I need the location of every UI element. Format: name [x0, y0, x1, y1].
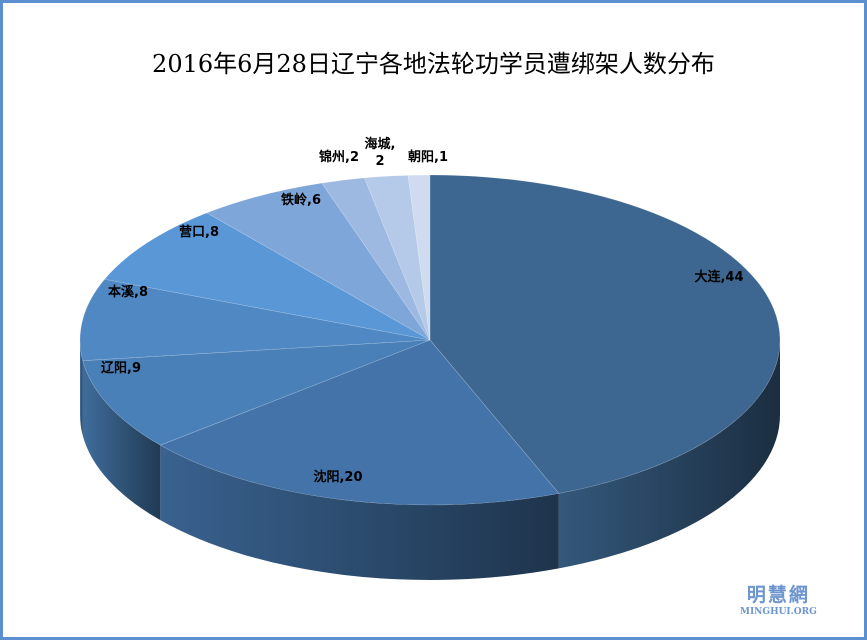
pie-side-沈阳 — [160, 445, 559, 581]
pie-slice-营口 — [104, 212, 431, 341]
pie-slice-大连 — [429, 174, 781, 494]
pie-side-大连 — [558, 340, 780, 569]
pie-slice-辽阳 — [82, 339, 431, 446]
chart-title: 2016年6月28日辽宁各地法轮功学员遭绑架人数分布 — [152, 50, 715, 78]
pie-slice-朝阳 — [407, 174, 431, 341]
pie-side-辽阳 — [82, 360, 161, 521]
pie-slice-本溪 — [79, 278, 431, 361]
pie-slice-沈阳 — [159, 339, 560, 506]
pie-side-本溪 — [80, 340, 83, 436]
data-label-营口: 营口,8 — [179, 224, 219, 240]
data-label-海城: 海城, 2 — [365, 136, 396, 169]
data-label-锦州: 锦州,2 — [319, 149, 359, 165]
data-label-铁岭: 铁岭,6 — [280, 192, 321, 208]
minghui-logo: 明慧網 MINGHUI.ORG — [740, 580, 817, 617]
pie-slice-铁岭 — [206, 182, 431, 341]
data-label-大连: 大连,44 — [694, 269, 743, 285]
logo-en: MINGHUI.ORG — [740, 607, 817, 617]
pie-slice-海城 — [363, 175, 431, 341]
logo-cn: 明慧網 — [746, 584, 810, 606]
data-label-本溪: 本溪,8 — [108, 284, 148, 300]
data-label-沈阳: 沈阳,20 — [313, 469, 362, 485]
data-label-朝阳: 朝阳,1 — [408, 149, 448, 165]
pie-slice-锦州 — [321, 177, 431, 341]
data-label-辽阳: 辽阳,9 — [101, 361, 141, 376]
